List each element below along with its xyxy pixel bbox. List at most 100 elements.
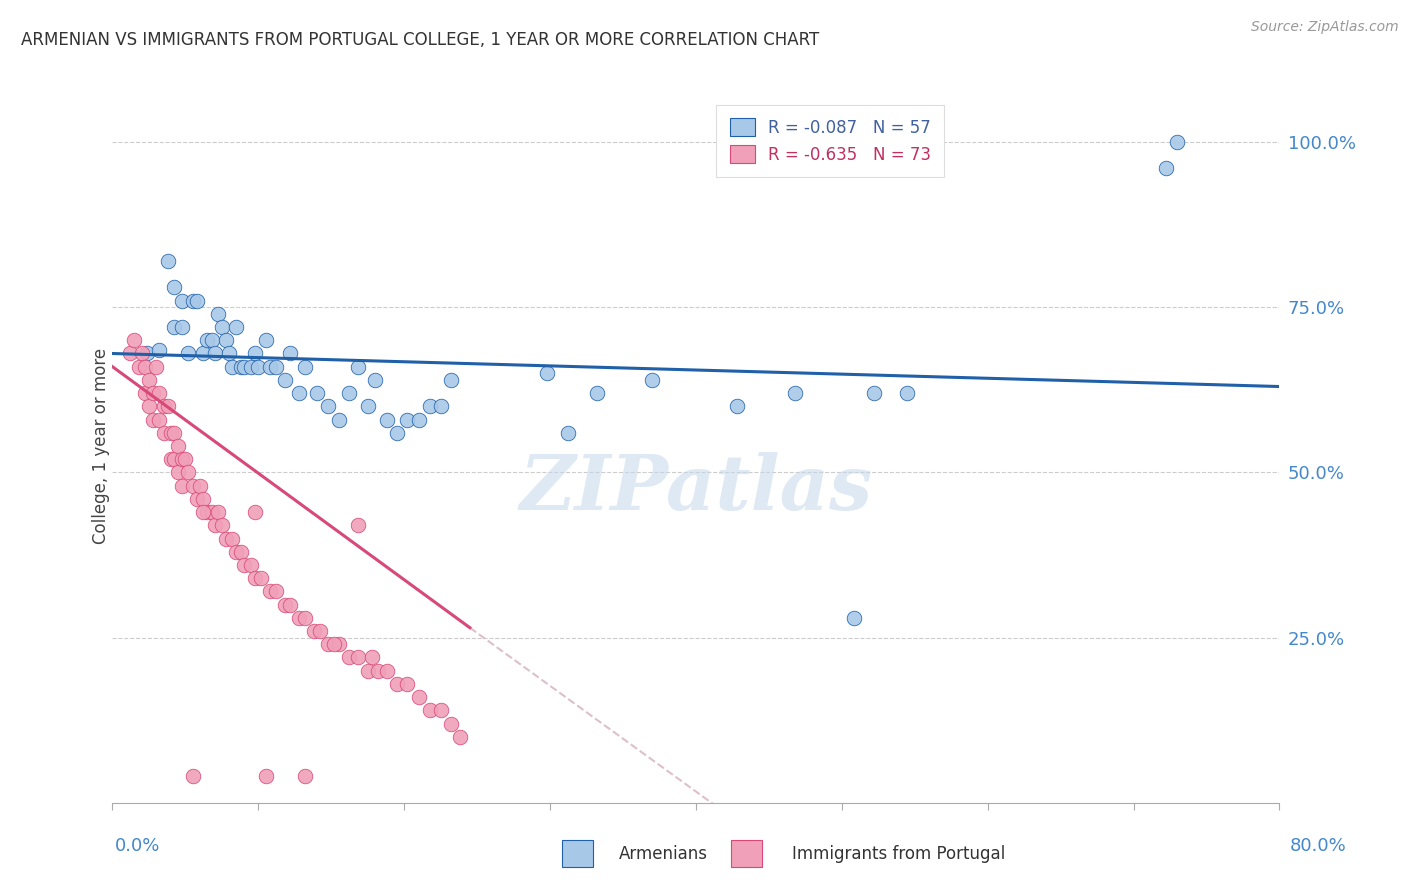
Point (167, 439, 190, 453)
Point (896, 386, 918, 401)
Point (385, 425, 408, 440)
Point (177, 466, 200, 480)
Point (211, 320, 233, 334)
Text: 0.0%: 0.0% (115, 837, 160, 855)
Point (167, 466, 190, 480)
Point (1154, 161, 1177, 176)
Point (207, 307, 229, 321)
Point (225, 545, 247, 559)
Point (225, 320, 247, 334)
Point (174, 452, 197, 467)
Point (191, 505, 214, 519)
Point (323, 637, 346, 651)
Point (254, 769, 277, 783)
Point (280, 346, 302, 360)
Point (142, 386, 165, 401)
Point (385, 677, 408, 691)
Point (429, 703, 451, 717)
Point (288, 386, 311, 401)
Point (245, 346, 267, 360)
Point (396, 412, 419, 426)
Point (156, 254, 179, 268)
Point (264, 584, 287, 599)
Point (172, 478, 194, 492)
Point (240, 558, 263, 572)
Point (346, 650, 368, 665)
Point (641, 373, 664, 387)
Point (201, 333, 224, 347)
Point (148, 386, 170, 401)
Point (408, 690, 430, 704)
Point (134, 359, 156, 374)
Point (131, 346, 153, 360)
Point (245, 571, 267, 585)
Point (346, 518, 368, 533)
Point (156, 400, 179, 414)
Point (152, 400, 174, 414)
Point (232, 359, 254, 374)
Legend: R = -0.087   N = 57, R = -0.635   N = 73: R = -0.087 N = 57, R = -0.635 N = 73 (717, 104, 945, 177)
Point (218, 346, 240, 360)
Point (181, 769, 204, 783)
Point (357, 400, 380, 414)
Y-axis label: College, 1 year or more: College, 1 year or more (93, 348, 110, 544)
Point (346, 359, 368, 374)
Point (254, 333, 277, 347)
Point (163, 452, 186, 467)
Point (181, 478, 204, 492)
Point (160, 425, 183, 440)
Point (152, 425, 174, 440)
Point (337, 650, 360, 665)
Point (294, 359, 316, 374)
Point (148, 412, 170, 426)
Point (585, 386, 607, 401)
Point (250, 571, 273, 585)
Point (204, 346, 226, 360)
Point (264, 359, 287, 374)
Point (172, 452, 194, 467)
Point (186, 491, 208, 506)
Point (191, 491, 214, 506)
Point (318, 400, 340, 414)
Point (188, 478, 211, 492)
Point (160, 452, 183, 467)
Text: 80.0%: 80.0% (1291, 837, 1347, 855)
Point (232, 558, 254, 572)
Point (305, 386, 328, 401)
Point (449, 730, 471, 744)
Point (408, 412, 430, 426)
Point (181, 293, 204, 308)
Point (128, 359, 150, 374)
Point (138, 400, 160, 414)
Point (221, 359, 243, 374)
Point (229, 545, 252, 559)
Point (842, 611, 865, 625)
Point (245, 505, 267, 519)
Point (215, 333, 238, 347)
Point (273, 373, 295, 387)
Point (328, 412, 350, 426)
Point (785, 386, 807, 401)
Point (215, 532, 238, 546)
Point (361, 650, 384, 665)
Text: Armenians: Armenians (619, 845, 707, 863)
Point (337, 386, 360, 401)
Point (440, 373, 463, 387)
Point (294, 611, 316, 625)
Point (195, 505, 218, 519)
Point (557, 425, 579, 440)
Point (280, 598, 302, 612)
Text: Immigrants from Portugal: Immigrants from Portugal (792, 845, 1005, 863)
Point (163, 425, 186, 440)
Point (440, 716, 463, 731)
Point (142, 412, 165, 426)
Point (247, 359, 270, 374)
Point (191, 346, 214, 360)
Point (259, 584, 281, 599)
Point (419, 400, 441, 414)
Point (124, 333, 146, 347)
Point (725, 400, 748, 414)
Point (186, 293, 208, 308)
Point (195, 333, 218, 347)
Point (308, 624, 330, 638)
